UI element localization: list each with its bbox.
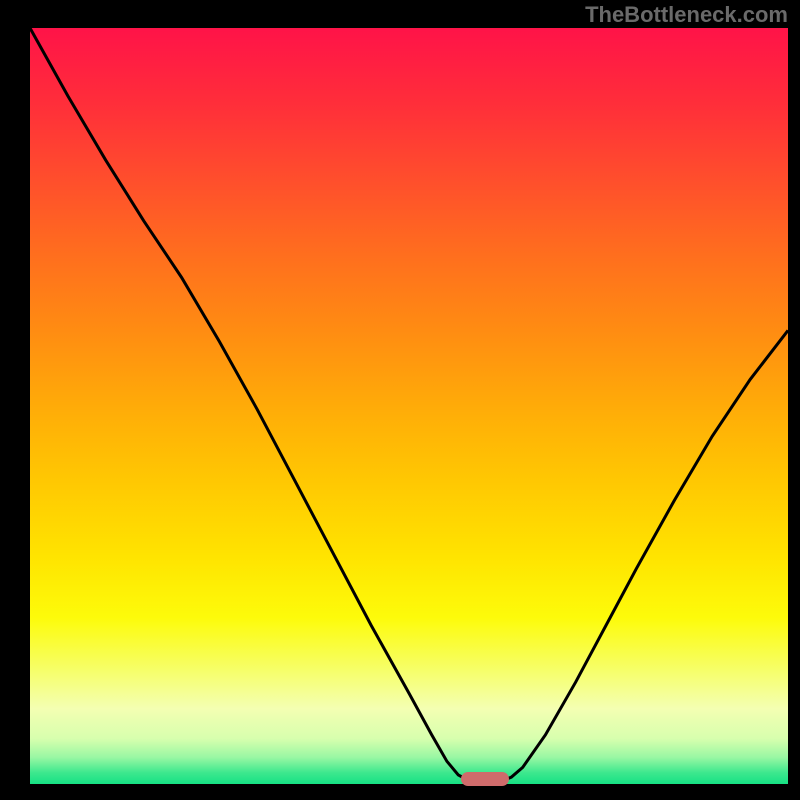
plot-area (30, 28, 788, 784)
watermark-text: TheBottleneck.com (585, 2, 788, 28)
sweet-spot-marker (461, 772, 509, 786)
bottleneck-curve (30, 28, 788, 784)
curve-path (30, 28, 788, 782)
